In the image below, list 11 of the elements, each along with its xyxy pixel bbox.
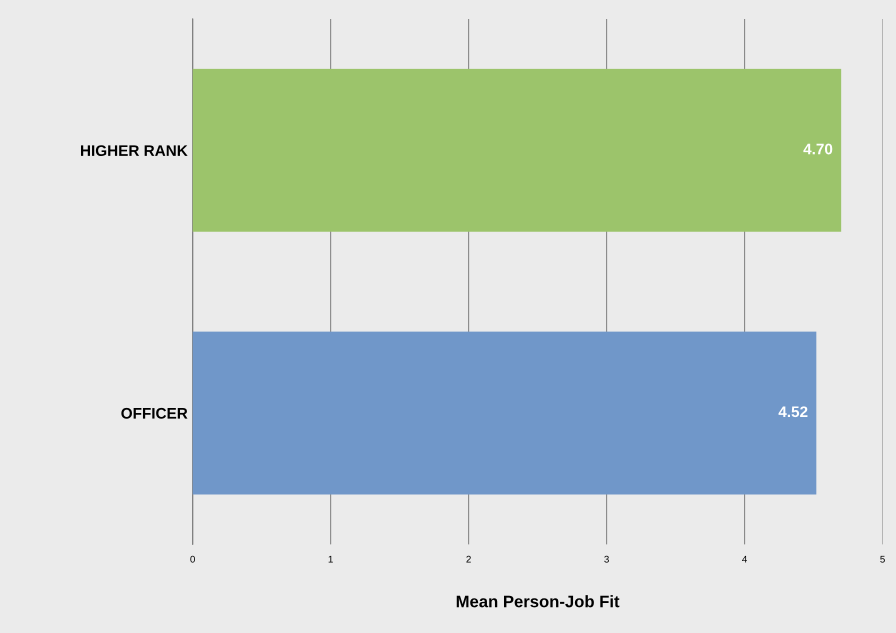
x-tick-label: 5 bbox=[880, 556, 885, 563]
x-tick-label: 4 bbox=[742, 556, 747, 563]
y-tick-label: HIGHER RANK bbox=[81, 145, 188, 156]
x-tick-label: 3 bbox=[604, 556, 609, 563]
x-tick-label: 1 bbox=[328, 556, 333, 563]
x-tick-label: 2 bbox=[466, 556, 471, 563]
data-label: 4.52 bbox=[778, 406, 808, 418]
x-axis-title: Mean Person-Job Fit bbox=[456, 595, 620, 608]
y-tick-label: OFFICER bbox=[121, 408, 188, 419]
x-tick-label: 0 bbox=[190, 556, 195, 563]
data-label: 4.70 bbox=[803, 144, 832, 154]
